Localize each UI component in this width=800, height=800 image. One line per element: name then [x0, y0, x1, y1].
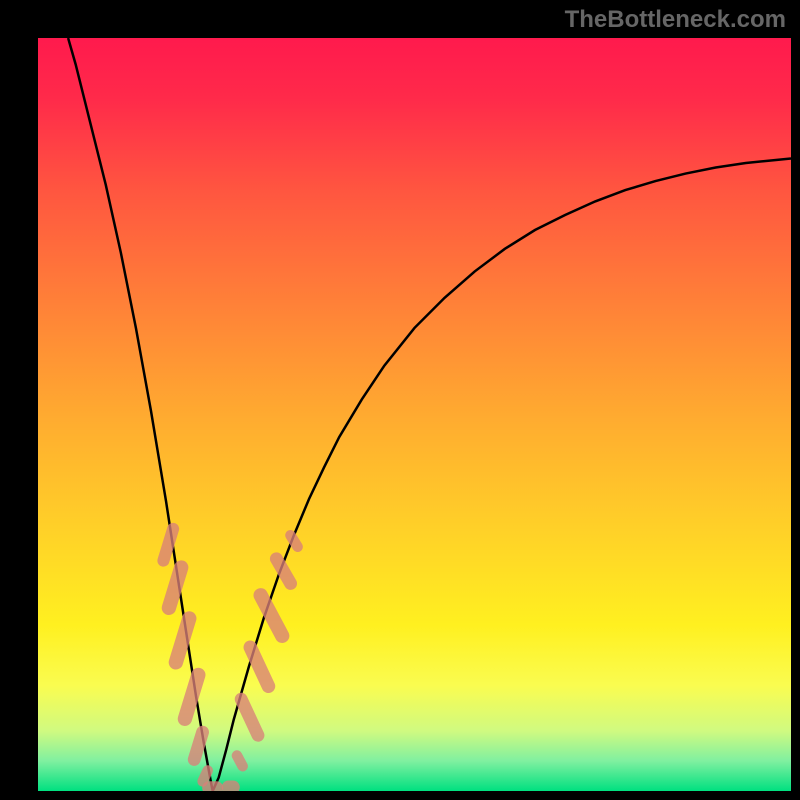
watermark-text: TheBottleneck.com — [565, 6, 786, 34]
chart-container: TheBottleneck.com — [0, 0, 800, 800]
chart-svg — [0, 0, 800, 800]
